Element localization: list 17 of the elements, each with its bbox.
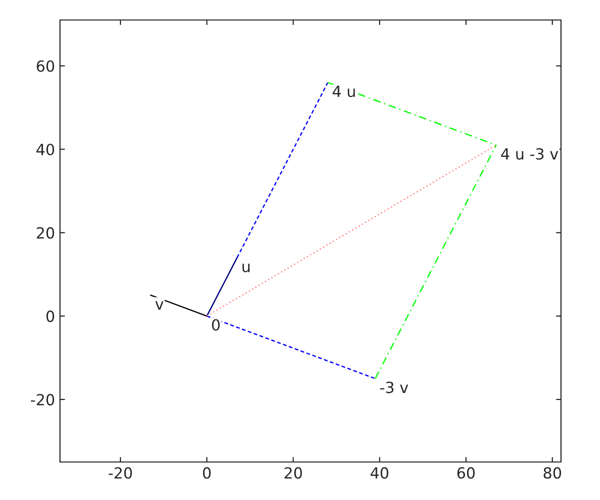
x-tick-label: 80 bbox=[544, 467, 562, 479]
annotation: -3 v bbox=[380, 382, 408, 394]
annotation: u bbox=[242, 264, 250, 272]
annotation: v bbox=[155, 301, 164, 310]
y-tick-label: -20 bbox=[30, 394, 54, 406]
y-tick-label: 20 bbox=[36, 227, 54, 239]
x-tick-label: 0 bbox=[202, 467, 211, 479]
annotation: 4 u bbox=[332, 86, 355, 98]
x-tick-label: 60 bbox=[457, 467, 475, 479]
annotation: 0 bbox=[212, 319, 220, 331]
annotation: 4 u -3 v bbox=[501, 148, 558, 160]
x-tick-label: 20 bbox=[284, 467, 302, 479]
x-tick-label: -20 bbox=[108, 467, 132, 479]
y-tick-label: 40 bbox=[36, 144, 54, 156]
x-tick-label: 40 bbox=[370, 467, 388, 479]
y-tick-label: 60 bbox=[36, 60, 54, 72]
y-tick-label: 0 bbox=[46, 310, 54, 322]
